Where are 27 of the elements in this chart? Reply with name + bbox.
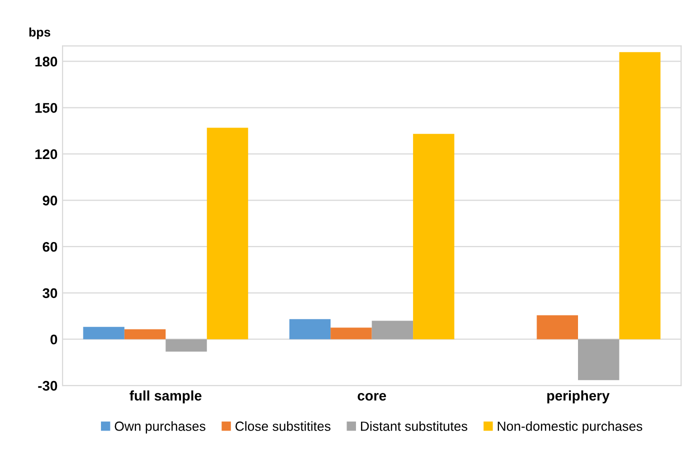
y-tick-label: 60 (42, 242, 58, 252)
x-tick-label: core (358, 393, 386, 401)
legend-label: Non-domestic purchases (498, 421, 642, 434)
y-tick-label: 30 (42, 288, 58, 298)
y-tick-label: 0 (50, 334, 58, 344)
bar (372, 320, 414, 340)
bar (536, 315, 578, 340)
x-tick-label: full sample (130, 390, 202, 404)
y-tick-label: 180 (35, 56, 58, 67)
bar (124, 329, 166, 340)
x-tick-label: periphery (547, 390, 610, 404)
legend-label: Close substitites (236, 421, 330, 431)
y-tick-label: 120 (35, 149, 58, 160)
legend-label: Distant substitutes (361, 421, 468, 431)
bar (330, 328, 372, 340)
bar (289, 319, 331, 340)
bar (619, 52, 660, 340)
bar (578, 339, 620, 380)
y-axis-title: bps (29, 27, 50, 40)
bar (83, 326, 124, 340)
y-tick-label: -30 (38, 380, 58, 391)
y-tick-label: 150 (35, 102, 58, 113)
bar (166, 339, 207, 352)
legend-label: Own purchases (114, 421, 206, 434)
bar (206, 128, 248, 340)
bar (413, 134, 454, 340)
y-tick-label: 90 (42, 196, 58, 206)
